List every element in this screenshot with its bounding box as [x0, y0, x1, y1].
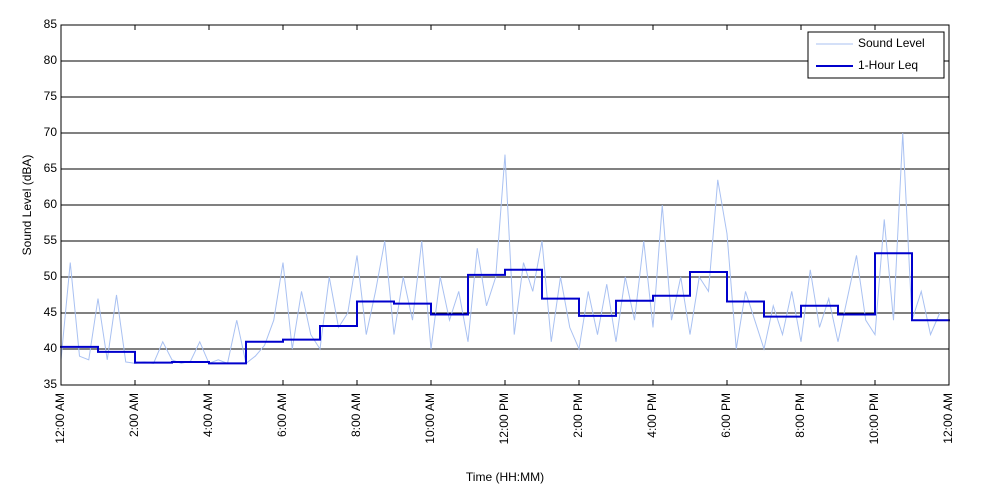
x-tick-label: 12:00 PM: [497, 393, 511, 444]
sound-line: [61, 132, 941, 365]
x-tick-label: 2:00 AM: [127, 393, 141, 437]
x-tick-label: 12:00 AM: [53, 393, 67, 444]
y-tick-label: 35: [44, 377, 58, 391]
legend-label: Sound Level: [858, 36, 925, 50]
y-tick-label: 60: [44, 197, 58, 211]
plot-frame: [60, 24, 950, 386]
y-tick-label: 80: [44, 53, 58, 67]
y-tick-label: 85: [44, 17, 58, 31]
x-tick-label: 8:00 AM: [349, 393, 363, 437]
y-tick-label: 75: [44, 89, 58, 103]
x-tick-label: 4:00 AM: [201, 393, 215, 437]
y-tick-label: 45: [44, 305, 58, 319]
y-tick-label: 40: [44, 341, 58, 355]
legend-box: [807, 31, 945, 79]
x-tick-label: 10:00 AM: [423, 393, 437, 444]
y-axis-title: Sound Level (dBA): [20, 155, 34, 256]
y-tick-label: 70: [44, 125, 58, 139]
x-tick-label: 8:00 PM: [793, 393, 807, 438]
leq-connector: [97, 253, 913, 364]
y-tick-label: 55: [44, 233, 58, 247]
x-tick-label: 4:00 PM: [645, 393, 659, 438]
x-axis-title: Time (HH:MM): [466, 470, 544, 484]
x-tick-label: 2:00 PM: [571, 393, 585, 438]
legend-label: 1-Hour Leq: [858, 58, 918, 72]
x-tick-label: 6:00 AM: [275, 393, 289, 437]
x-tick-label: 10:00 PM: [867, 393, 881, 444]
x-tick-label: 6:00 PM: [719, 393, 733, 438]
y-tick-label: 50: [44, 269, 58, 283]
x-tick-label: 12:00 AM: [941, 393, 955, 444]
y-tick-label: 65: [44, 161, 58, 175]
